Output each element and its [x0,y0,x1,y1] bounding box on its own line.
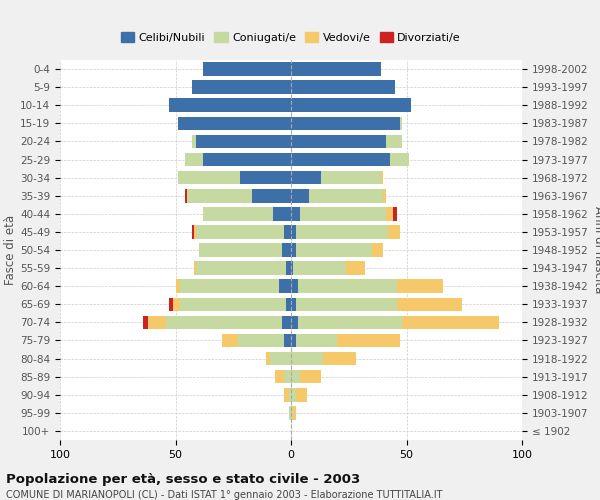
Bar [143,316,148,329]
Y-axis label: Anni di nascita: Anni di nascita [592,206,600,294]
Bar [191,80,291,94]
Bar [291,189,310,202]
Bar [291,388,296,402]
Bar [291,80,395,94]
Bar [372,243,383,257]
Bar [240,171,291,184]
Bar [381,171,383,184]
Bar [270,352,291,366]
Bar [296,225,388,238]
Bar [296,243,372,257]
Bar [391,152,409,166]
Bar [289,388,291,402]
Bar [187,189,252,202]
Bar [402,316,499,329]
Bar [291,134,386,148]
Bar [296,388,307,402]
Bar [310,189,383,202]
Bar [383,189,386,202]
Bar [169,98,291,112]
Bar [296,334,337,347]
Bar [291,62,381,76]
Bar [291,98,411,112]
Bar [173,298,180,311]
Y-axis label: Fasce di età: Fasce di età [4,215,17,285]
Bar [284,225,291,238]
Bar [203,152,291,166]
Bar [388,225,400,238]
Bar [296,298,397,311]
Bar [291,207,300,220]
Bar [185,189,187,202]
Text: COMUNE DI MARIANOPOLI (CL) - Dati ISTAT 1° gennaio 2003 - Elaborazione TUTTITALI: COMUNE DI MARIANOPOLI (CL) - Dati ISTAT … [6,490,443,500]
Bar [203,62,291,76]
Bar [180,280,280,293]
Bar [275,370,284,384]
Bar [284,388,289,402]
Bar [291,334,296,347]
Bar [300,370,321,384]
Legend: Celibi/Nubili, Coniugati/e, Vedovi/e, Divorziati/e: Celibi/Nubili, Coniugati/e, Vedovi/e, Di… [116,28,466,47]
Bar [346,262,365,275]
Bar [291,225,296,238]
Bar [238,334,284,347]
Bar [222,334,238,347]
Bar [266,352,270,366]
Bar [397,298,462,311]
Bar [291,406,293,419]
Bar [252,189,291,202]
Bar [286,298,291,311]
Bar [291,171,321,184]
Bar [148,316,166,329]
Bar [291,316,298,329]
Bar [337,334,400,347]
Bar [203,207,272,220]
Bar [284,334,291,347]
Bar [291,262,293,275]
Bar [194,262,196,275]
Bar [321,171,381,184]
Bar [185,152,203,166]
Bar [293,406,296,419]
Bar [291,352,323,366]
Bar [169,298,173,311]
Bar [323,352,356,366]
Bar [291,152,391,166]
Bar [300,207,386,220]
Bar [291,116,400,130]
Bar [386,134,402,148]
Bar [400,116,402,130]
Bar [166,316,282,329]
Bar [291,370,300,384]
Bar [191,134,196,148]
Text: Popolazione per età, sesso e stato civile - 2003: Popolazione per età, sesso e stato civil… [6,472,360,486]
Bar [284,370,291,384]
Bar [196,134,291,148]
Bar [298,316,402,329]
Bar [282,243,291,257]
Bar [196,225,284,238]
Bar [178,116,291,130]
Bar [289,406,291,419]
Bar [176,280,180,293]
Bar [199,243,282,257]
Bar [280,280,291,293]
Bar [191,225,194,238]
Bar [392,207,397,220]
Bar [386,207,392,220]
Bar [291,298,296,311]
Bar [272,207,291,220]
Bar [291,243,296,257]
Bar [298,280,397,293]
Bar [291,280,298,293]
Bar [180,298,286,311]
Bar [286,262,291,275]
Bar [178,171,240,184]
Bar [293,262,346,275]
Bar [196,262,286,275]
Bar [397,280,443,293]
Bar [282,316,291,329]
Bar [194,225,196,238]
